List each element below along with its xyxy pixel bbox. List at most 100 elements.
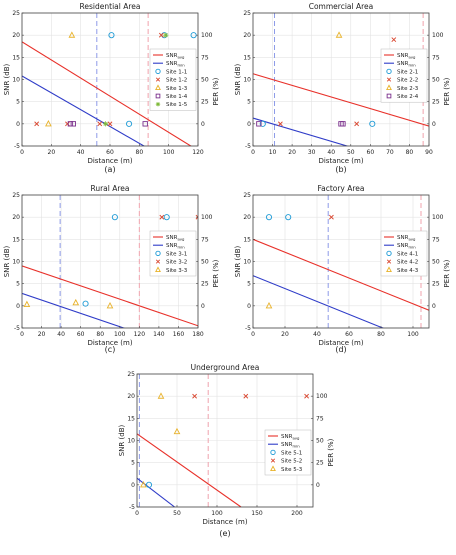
- site-marker: [23, 300, 31, 308]
- y2-tick-label: 50: [432, 259, 440, 266]
- y-tick-label: 10: [12, 77, 20, 84]
- site-marker: [265, 302, 273, 309]
- y2-tick-label: 25: [316, 460, 324, 467]
- legend-marker: [155, 93, 161, 99]
- site-marker: [285, 214, 292, 221]
- site-marker: [140, 481, 147, 488]
- y2-axis-label: PER (%): [212, 77, 220, 105]
- y2-tick-label: 50: [432, 77, 440, 84]
- y-tick-label: -5: [245, 143, 251, 150]
- y2-tick-label: 0: [432, 303, 436, 310]
- site-marker: [72, 298, 80, 306]
- legend-label: SNRavg: [166, 53, 185, 60]
- legend-label: SNRavg: [281, 434, 300, 441]
- legend-label-sub: min: [177, 245, 185, 250]
- chart-panel-3: 0 20 40 60 80 100 120 140 160 180-505101520250255…: [3, 184, 220, 354]
- x-tick-label: 40: [327, 149, 335, 156]
- x-tick-label: 0: [251, 149, 255, 156]
- x-tick-label: 20: [38, 331, 46, 338]
- x-tick-label: 20: [48, 149, 56, 156]
- y2-tick-label: 0: [201, 121, 205, 128]
- x-tick-label: 0: [135, 510, 139, 517]
- legend-label: SNRavg: [397, 53, 416, 60]
- site-marker: [391, 37, 397, 42]
- y-tick-label: 20: [12, 32, 20, 39]
- site-marker: [195, 214, 198, 220]
- site-marker: [259, 120, 266, 127]
- x-tick-label: 80: [406, 149, 414, 156]
- legend-marker: [386, 266, 392, 273]
- x-tick-label: 50: [173, 510, 181, 517]
- site-marker: [103, 121, 109, 127]
- x-tick-label: 70: [386, 149, 394, 156]
- site-marker: [354, 121, 360, 127]
- y-tick-label: 5: [16, 99, 20, 106]
- site-marker: [243, 393, 249, 399]
- y-tick-label: 25: [243, 10, 251, 17]
- legend-marker: [386, 250, 392, 257]
- panel-label: (d): [335, 345, 346, 354]
- legend-marker: [155, 77, 161, 82]
- site-marker: [65, 121, 70, 127]
- legend-label: Site 1-4: [166, 94, 188, 100]
- series-line-snr-avg: [137, 433, 242, 507]
- x-tick-label: 100: [163, 149, 175, 156]
- site-marker: [192, 393, 197, 399]
- y-tick-label: 25: [243, 192, 251, 199]
- legend-label: Site 3-1: [166, 251, 187, 257]
- y2-tick-label: 25: [432, 281, 440, 288]
- y-tick-label: 15: [12, 236, 20, 243]
- x-tick-label: 30: [308, 149, 316, 156]
- panel-label: (e): [219, 529, 230, 538]
- y2-tick-label: 0: [432, 121, 436, 128]
- y-tick-label: 0: [131, 482, 135, 489]
- legend-label: Site 4-1: [397, 251, 418, 257]
- y-tick-label: -5: [14, 325, 20, 332]
- y-tick-label: 25: [12, 192, 20, 199]
- y2-tick-label: 100: [316, 393, 328, 400]
- series-line-snr-avg: [253, 73, 429, 127]
- site-marker: [159, 214, 165, 220]
- y2-tick-label: 50: [201, 259, 209, 266]
- site-marker: [108, 32, 115, 39]
- site-marker: [265, 214, 273, 221]
- legend-label: Site 2-2: [397, 78, 418, 84]
- legend-marker: [386, 68, 392, 75]
- legend-label: Site 3-2: [166, 260, 187, 266]
- legend-label: Site 1-3: [166, 86, 188, 92]
- y-tick-label: 15: [243, 236, 251, 243]
- site-marker: [142, 121, 148, 127]
- legend-label: Site 4-2: [397, 260, 418, 266]
- y-tick-label: 5: [247, 99, 251, 106]
- y-tick-label: 0: [247, 121, 251, 128]
- x-axis-label: Distance (m): [202, 518, 247, 526]
- legend-marker: [155, 84, 161, 91]
- legend-marker: [270, 465, 276, 472]
- chart-title: Residential Area: [80, 2, 141, 11]
- legend-marker: [386, 77, 392, 82]
- legend-marker: [155, 68, 161, 75]
- chart-title: Factory Area: [317, 184, 364, 193]
- legend-label-sub: avg: [177, 237, 185, 242]
- legend-label: SNRmin: [281, 442, 300, 449]
- x-tick-label: 120: [192, 149, 204, 156]
- x-axis-label: Distance (m): [318, 157, 363, 165]
- x-tick-label: 100: [114, 331, 126, 338]
- x-tick-label: 10: [269, 149, 277, 156]
- y-tick-label: 15: [243, 54, 251, 61]
- y2-tick-label: 50: [316, 438, 324, 445]
- y-tick-label: -5: [129, 504, 135, 511]
- site-marker: [107, 121, 113, 127]
- site-marker: [277, 121, 283, 127]
- y-tick-label: 20: [127, 393, 135, 400]
- legend-marker: [386, 84, 392, 91]
- y2-tick-label: 75: [432, 236, 440, 243]
- legend-label: Site 2-4: [397, 94, 419, 100]
- chart-title: Commercial Area: [309, 2, 374, 11]
- site-marker: [335, 31, 343, 38]
- x-axis-label: Distance (m): [318, 339, 363, 347]
- legend-label: SNRavg: [397, 235, 416, 242]
- x-tick-label: 80: [136, 149, 144, 156]
- y-tick-label: 0: [247, 303, 251, 310]
- y-tick-label: 25: [127, 371, 135, 378]
